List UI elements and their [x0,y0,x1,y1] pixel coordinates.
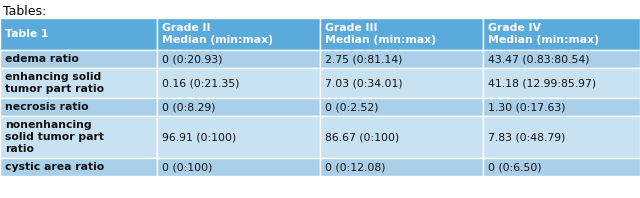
Text: 2.75 (0:81.14): 2.75 (0:81.14) [325,54,403,64]
Bar [0,158,157,176]
Bar [157,158,320,176]
Bar [483,68,640,98]
Bar [0,98,157,116]
Text: edema ratio: edema ratio [5,54,79,64]
Bar [483,98,640,116]
Text: 0.16 (0:21.35): 0.16 (0:21.35) [162,78,239,88]
Bar [320,68,483,98]
Text: nonenhancing
solid tumor part
ratio: nonenhancing solid tumor part ratio [5,120,104,154]
Bar [320,50,483,68]
Text: 0 (0:100): 0 (0:100) [162,162,212,172]
Bar [320,158,483,176]
Text: 0 (0:6.50): 0 (0:6.50) [488,162,542,172]
Text: 0 (0:12.08): 0 (0:12.08) [325,162,385,172]
Bar [157,116,320,158]
Text: 7.83 (0:48.79): 7.83 (0:48.79) [488,132,566,142]
Text: Table 1: Table 1 [5,29,49,39]
Bar [320,116,483,158]
Bar [320,98,483,116]
Bar [483,18,640,50]
Text: Grade IV
Median (min:max): Grade IV Median (min:max) [488,23,599,45]
Bar [157,18,320,50]
Text: 41.18 (12.99:85.97): 41.18 (12.99:85.97) [488,78,596,88]
Bar [157,68,320,98]
Bar [0,18,157,50]
Text: 43.47 (0.83:80.54): 43.47 (0.83:80.54) [488,54,589,64]
Text: 0 (0:8.29): 0 (0:8.29) [162,102,215,112]
Text: 96.91 (0:100): 96.91 (0:100) [162,132,236,142]
Bar [0,50,157,68]
Text: Grade III
Median (min:max): Grade III Median (min:max) [325,23,436,45]
Text: cystic area ratio: cystic area ratio [5,162,104,172]
Bar [483,116,640,158]
Text: necrosis ratio: necrosis ratio [5,102,88,112]
Text: 1.30 (0:17.63): 1.30 (0:17.63) [488,102,566,112]
Text: 7.03 (0:34.01): 7.03 (0:34.01) [325,78,403,88]
Bar [157,98,320,116]
Bar [320,18,483,50]
Text: 0 (0:20.93): 0 (0:20.93) [162,54,222,64]
Bar [483,50,640,68]
Text: Grade II
Median (min:max): Grade II Median (min:max) [162,23,273,45]
Text: 0 (0:2.52): 0 (0:2.52) [325,102,378,112]
Bar [0,116,157,158]
Bar [0,68,157,98]
Text: Tables:: Tables: [3,5,46,18]
Text: 86.67 (0:100): 86.67 (0:100) [325,132,399,142]
Bar [483,158,640,176]
Text: enhancing solid
tumor part ratio: enhancing solid tumor part ratio [5,72,104,94]
Bar [157,50,320,68]
